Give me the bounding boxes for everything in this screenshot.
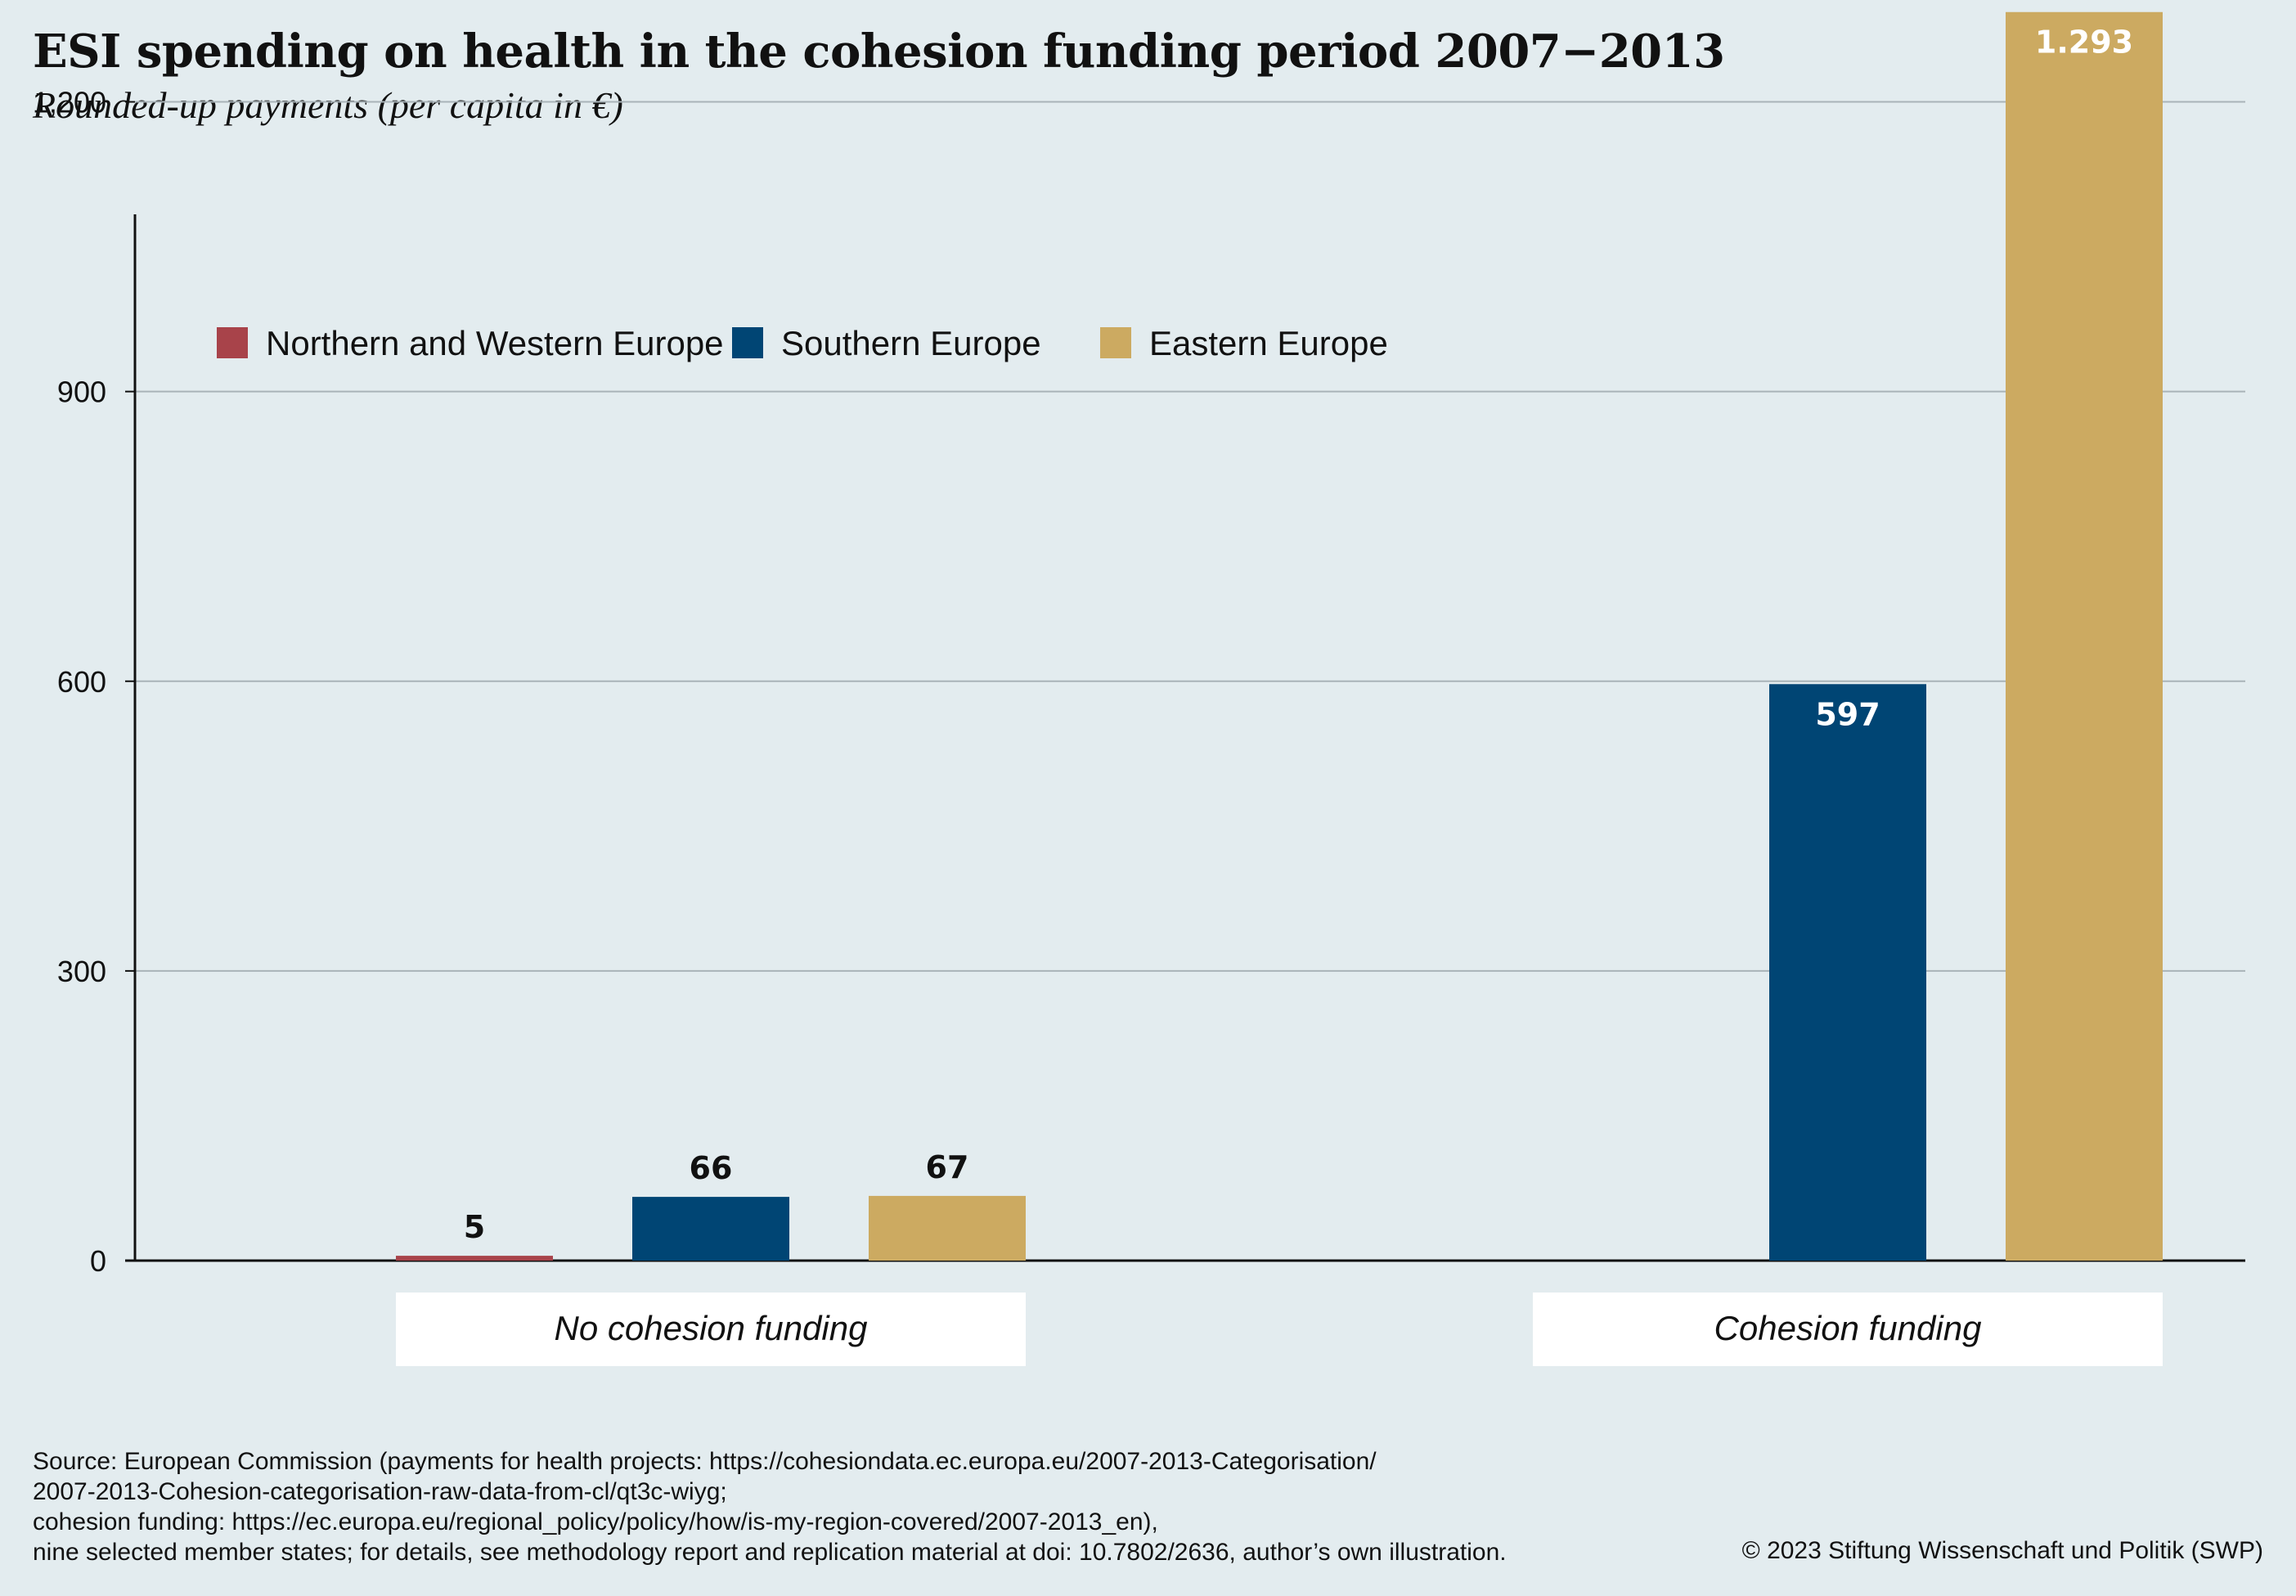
bar: [869, 1195, 1026, 1261]
bar-value-label: 66: [690, 1150, 733, 1186]
legend-label: Southern Europe: [781, 324, 1041, 362]
category-label-box: [1533, 1293, 2163, 1366]
bar: [2006, 11, 2163, 1261]
bar-value-label: 597: [1815, 696, 1880, 732]
legend-label: Eastern Europe: [1149, 324, 1388, 362]
bar-value-label: 1.293: [2035, 25, 2133, 61]
chart-subtitle: Rounded-up payments (per capita in €): [33, 84, 623, 126]
source-note: Source: European Commission (payments fo…: [33, 1446, 1507, 1567]
bar-chart: 0 300 600 900 1,200 5 66 67 No cohesion funding 5…: [33, 11, 2245, 1366]
legend-label: Northern and Western Europe: [266, 324, 724, 362]
source-line: nine selected member states; for details…: [33, 1539, 1507, 1566]
y-tick-label: 600: [57, 665, 106, 699]
legend-swatch: [1100, 327, 1131, 358]
source-line: Source: European Commission (payments fo…: [33, 1448, 1377, 1475]
source-line: 2007-2013-Cohesion-categorisation-raw-da…: [33, 1478, 727, 1505]
chart-title: ESI spending on health in the cohesion f…: [33, 25, 1725, 79]
bar: [396, 1256, 553, 1261]
category-label-box: [396, 1293, 1026, 1366]
copyright: © 2023 Stiftung Wissenschaft und Politik…: [1741, 1537, 2263, 1564]
y-tick-label: 900: [57, 375, 106, 409]
y-tick-label: 1,200: [33, 86, 106, 119]
bar-value-label: 67: [926, 1149, 969, 1185]
y-tick-label: 300: [57, 955, 106, 988]
category-label: No cohesion funding: [555, 1309, 868, 1347]
legend-swatch: [217, 327, 248, 358]
legend-swatch: [732, 327, 763, 358]
bar: [632, 1197, 789, 1261]
y-tick-label: 0: [90, 1244, 106, 1278]
bar-value-label: 5: [464, 1209, 485, 1245]
source-line: cohesion funding: https://ec.europa.eu/r…: [33, 1508, 1158, 1535]
category-label: Cohesion funding: [1714, 1309, 1982, 1347]
bar: [1769, 684, 1926, 1261]
